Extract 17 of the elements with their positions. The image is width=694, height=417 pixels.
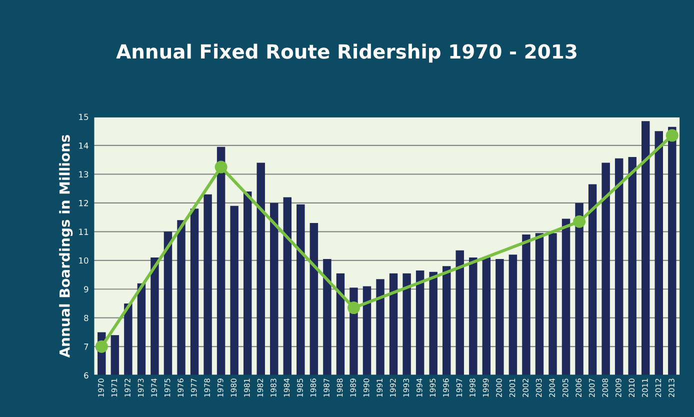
y-tick-label: 9 xyxy=(84,286,88,292)
point xyxy=(95,340,108,353)
y-tick-label: 15 xyxy=(79,114,88,120)
y-tick-label: 7 xyxy=(84,344,88,350)
y-tick-label: 12 xyxy=(79,200,88,206)
y-tick-label: 14 xyxy=(79,142,88,149)
y-tick-label: 10 xyxy=(79,257,88,264)
point xyxy=(347,302,360,314)
point xyxy=(666,129,678,142)
y-tick-label: 8 xyxy=(84,314,88,322)
point xyxy=(214,160,228,174)
y-tick-label: 13 xyxy=(79,171,88,178)
y-axis-title: Annual Boardings in Millions xyxy=(59,134,73,358)
y-tick-label: 6 xyxy=(84,372,88,379)
y-tick-label: 11 xyxy=(79,228,88,235)
chart-title: Annual Fixed Route Ridership 1970 - 2013 xyxy=(116,44,576,63)
point xyxy=(573,215,586,228)
